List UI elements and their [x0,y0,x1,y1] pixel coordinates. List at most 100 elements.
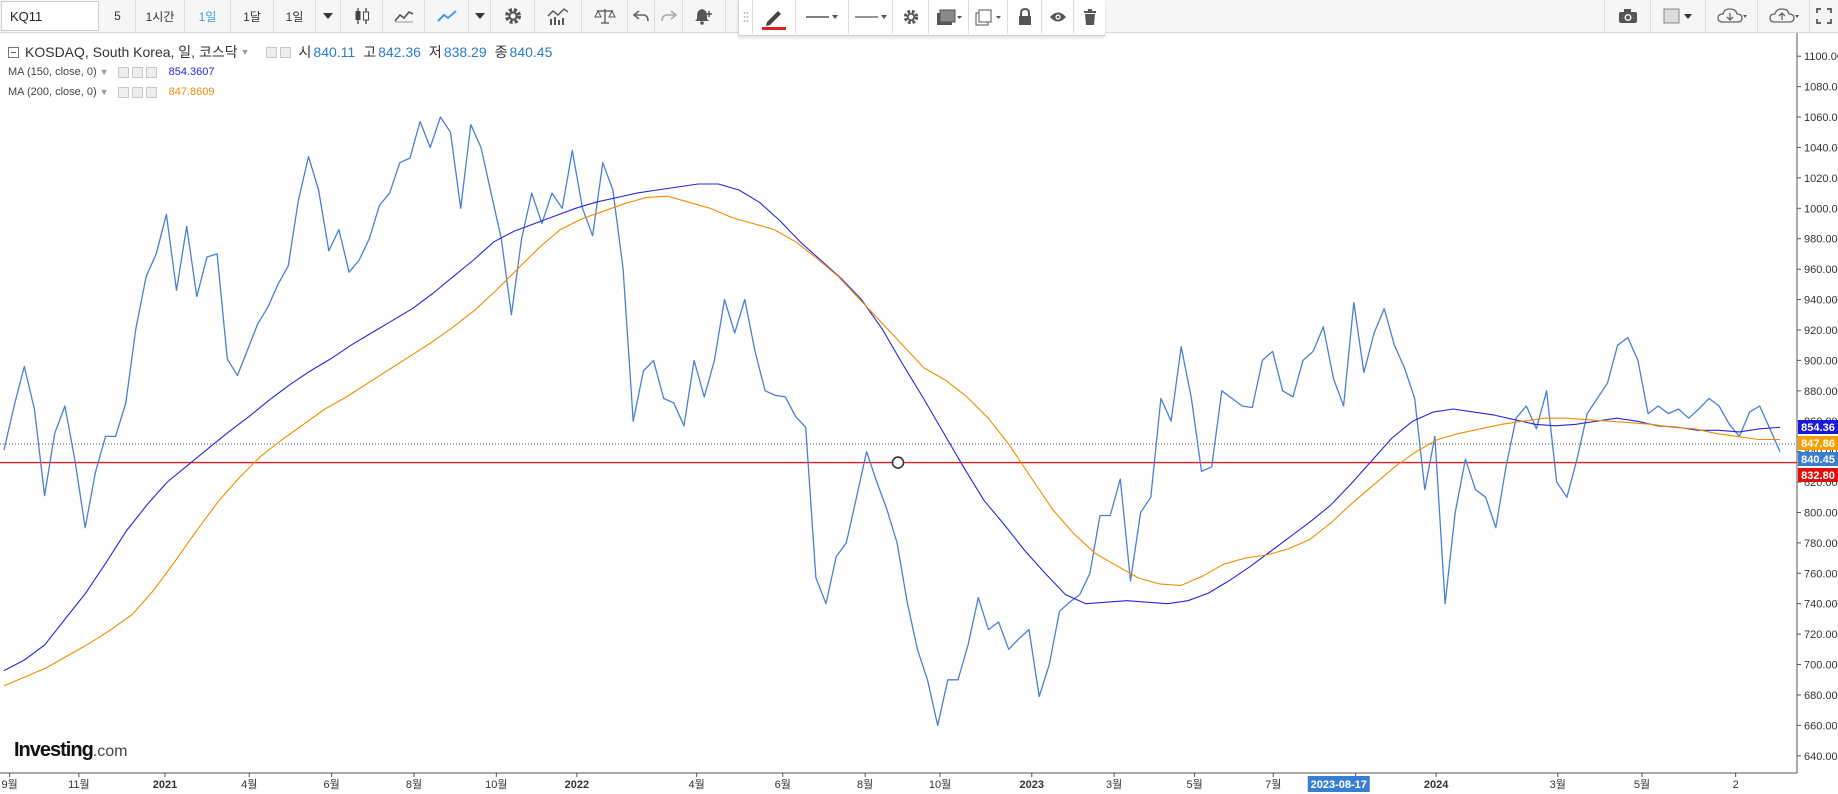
chevron-down-icon [323,13,333,19]
interval-chevron-button[interactable] [316,0,341,32]
ma150-label: MA (150, close, 0) [8,66,97,78]
visibility-mini-icon[interactable] [279,46,291,58]
line-width-button[interactable] [849,0,893,34]
layout-button[interactable] [1651,0,1706,32]
cloud-upload-button[interactable] [1758,0,1810,32]
pencil-icon [762,11,786,30]
collapse-icon[interactable] [8,46,19,58]
x-tick-label: 3월 [1550,778,1566,791]
visibility-button[interactable] [1042,0,1074,34]
legend-ma200-row: MA (200, close, 0) ▼ 847.8609 [8,82,552,102]
interval-1day-button[interactable]: 1일 [185,0,231,32]
ma150-close-icon[interactable] [145,66,157,78]
interval-5-label: 5 [114,9,121,23]
series-line-kosdaq[interactable] [3,116,1781,727]
x-tick-label: 10월 [929,778,951,791]
price-label-ma200-box [1798,436,1838,450]
ma200-settings-icon[interactable] [117,86,129,98]
open-key: 시 [298,44,312,60]
redo-icon [660,10,677,22]
y-tick-label: 960.00 [1804,264,1838,276]
chart-type-chevron-button[interactable] [469,0,491,32]
undo-icon [633,10,649,22]
ma150-visibility-icon[interactable] [131,66,143,78]
high-key: 고 [363,44,377,60]
y-tick-label: 680.00 [1804,690,1838,702]
cloud-download-icon [1716,8,1747,23]
lock-icon [1018,8,1031,25]
y-tick-label: 1080.00 [1804,82,1838,94]
line-style-button[interactable] [796,0,849,34]
y-tick-label: 1040.00 [1804,142,1838,154]
x-tick-label: 4월 [241,778,257,791]
series-line-ma200[interactable] [3,195,1780,687]
instrument-title: KOSDAQ, South Korea, 일, 코스닥 [25,44,238,60]
fullscreen-icon [1816,8,1832,24]
interval-dropdown-label: 1일 [285,9,304,24]
draw-settings-button[interactable] [893,0,929,34]
settings-mini-icon[interactable] [265,46,277,58]
low-value: 838.29 [443,44,487,60]
ma150-settings-icon[interactable] [117,66,129,78]
interval-1hour-button[interactable]: 1시간 [136,0,185,32]
x-tick-label: 7월 [1265,778,1281,791]
price-chart[interactable]: 640.00 660.00 680.00 700.00 720.00 740.00 760.… [0,33,1838,794]
interval-dropdown-button[interactable]: 1일 [274,0,316,32]
screenshot-button[interactable] [1604,0,1651,32]
price-label-ma150: 854.36 [1801,422,1835,434]
compare-button[interactable] [582,0,628,32]
indicators-button[interactable] [535,0,582,32]
area-chart-button[interactable] [383,0,425,32]
chevron-down-icon[interactable]: ▼ [99,87,109,97]
interval-1month-button[interactable]: 1달 [231,0,274,32]
cloud-download-button[interactable] [1706,0,1758,32]
delete-button[interactable] [1074,0,1105,34]
drag-handle[interactable] [739,0,753,34]
line-handle[interactable] [891,456,905,469]
x-tick-label: 10월 [485,778,507,791]
lock-button[interactable] [1008,0,1042,34]
drawing-toolbar [738,0,1105,36]
interval-5-button[interactable]: 5 [100,0,136,32]
interval-1hour-label: 1시간 [145,9,175,24]
price-label-horizontal-line-box [1798,468,1838,482]
y-tick-label: 880.00 [1804,386,1838,398]
price-label-close-box [1798,452,1838,466]
copy-button[interactable] [969,0,1008,34]
ma200-visibility-icon[interactable] [131,86,143,98]
pencil-color-button[interactable] [753,0,796,34]
settings-button[interactable] [491,0,535,32]
undo-button[interactable] [628,0,655,32]
y-tick-label: 720.00 [1804,629,1838,641]
compare-scale-icon [593,9,616,24]
y-tick-label: 800.00 [1804,507,1838,519]
symbol-input[interactable] [1,1,99,31]
interval-1month-label: 1달 [243,9,261,24]
x-tick-label: 2022 [565,779,589,791]
x-tick-label: 5월 [1634,778,1650,791]
x-tick-label: 11월 [68,778,90,791]
close-key: 종 [494,44,508,60]
crosshair-date-box [1307,776,1370,792]
series-line-ma150[interactable] [3,183,1781,672]
candlestick-button[interactable] [341,0,383,32]
chart-area[interactable]: 640.00 660.00 680.00 700.00 720.00 740.00 760.… [0,33,1838,794]
x-tick-label: 5월 [1186,778,1202,791]
line-chart-icon [436,10,457,22]
ma200-close-icon[interactable] [145,86,157,98]
logo-suffix: .com [92,743,128,760]
candlestick-icon [355,8,369,24]
alert-button[interactable] [683,0,726,32]
fill-button[interactable] [929,0,969,34]
y-tick-label: 780.00 [1804,538,1838,550]
fullscreen-button[interactable] [1810,0,1838,32]
redo-button[interactable] [655,0,683,32]
y-tick-label: 1100.00 [1804,51,1838,63]
line-chart-button[interactable] [425,0,469,32]
chevron-down-icon[interactable]: ▼ [99,67,109,77]
investing-logo: Investing.com [14,739,127,762]
ma200-label: MA (200, close, 0) [8,86,97,98]
chevron-down-icon[interactable]: ▼ [240,47,250,57]
